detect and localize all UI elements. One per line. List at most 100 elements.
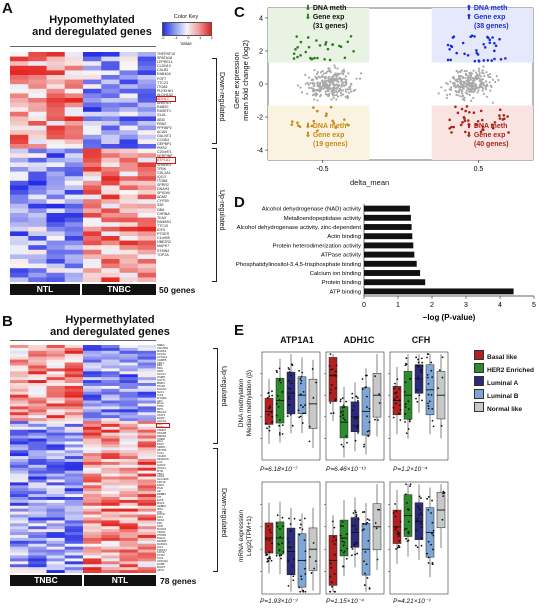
scatter-point	[464, 76, 467, 80]
scatter-point	[308, 76, 311, 79]
scatter-point-highlight	[473, 35, 476, 38]
gene-label: BRCA2	[157, 411, 166, 415]
scatter-point	[350, 83, 353, 86]
quadrant-tl-shade	[268, 8, 370, 63]
scatter-point	[319, 93, 323, 97]
data-point	[404, 403, 407, 405]
data-point	[404, 493, 407, 496]
quadrant-bl-line2: ⬇ Gene exp	[305, 132, 345, 139]
data-point	[416, 546, 419, 549]
scatter-point-highlight	[490, 123, 494, 127]
data-point	[406, 508, 409, 511]
data-point	[430, 361, 433, 364]
scatter-point	[457, 91, 461, 94]
data-point	[299, 590, 302, 593]
gene-label: KIT	[157, 495, 162, 499]
data-point	[407, 530, 410, 533]
data-point	[292, 575, 295, 578]
gene-label: LOX	[157, 460, 163, 464]
data-point	[426, 376, 429, 379]
scatter-point-highlight	[491, 36, 494, 39]
quadrant-br-count: (40 genes)	[474, 141, 509, 148]
scatter-point-highlight	[479, 130, 483, 134]
scatter-point	[346, 95, 350, 98]
data-point	[309, 556, 311, 558]
scatter-point	[336, 72, 340, 75]
scatter-point	[476, 91, 479, 94]
gene-label: NFAT	[157, 370, 164, 374]
data-point	[281, 542, 284, 545]
gene-label: C1orf95	[157, 236, 170, 241]
quadrant-bl-line1: ⬇ DNA meth	[305, 123, 347, 130]
scatter-point	[333, 94, 336, 97]
scatter-point	[326, 88, 329, 91]
scatter-point	[462, 87, 465, 90]
gene-label: ERBB4	[157, 493, 166, 497]
scatter-point	[448, 88, 451, 91]
scatter-point-highlight	[460, 107, 464, 111]
scatter-point	[304, 73, 307, 77]
scatter-point	[343, 84, 346, 87]
heatmap-b-dendrogram	[10, 340, 156, 347]
scatter-point-highlight	[448, 127, 452, 130]
gene-label: CEBPA	[157, 504, 166, 508]
data-point	[442, 490, 445, 493]
panel-c-letter: C	[234, 4, 245, 21]
scatter-point-highlight	[316, 56, 319, 60]
data-point	[276, 514, 279, 517]
scatter-point	[358, 77, 362, 80]
scatter-point-highlight	[461, 121, 464, 124]
quadrant-bl-count: (19 genes)	[313, 141, 348, 148]
scatter-point	[336, 79, 339, 83]
scatter-point-highlight	[298, 125, 302, 129]
scatter-point	[478, 69, 481, 72]
scatter-point-highlight	[498, 117, 502, 120]
data-point	[341, 397, 344, 400]
scatter-point-highlight	[446, 43, 450, 47]
gene-label: SLC39A6	[157, 478, 169, 482]
scatter-point	[482, 92, 485, 95]
gene-label: PDGFB	[157, 431, 167, 435]
scatter-point	[335, 94, 338, 97]
scatter-point	[329, 87, 332, 90]
scatter-point-highlight	[493, 121, 497, 124]
data-point	[308, 440, 311, 443]
data-point	[396, 378, 399, 381]
gene-label: CDKN2A	[157, 560, 168, 564]
data-point	[393, 387, 396, 390]
scatter-point	[488, 81, 491, 84]
scatter-point	[458, 70, 462, 73]
scatter-point	[330, 98, 333, 101]
scatter-point	[477, 89, 480, 92]
scatter-point-highlight	[481, 125, 485, 128]
data-point	[281, 424, 284, 426]
data-point	[265, 553, 268, 555]
gene-label: CFH	[156, 422, 170, 428]
data-point	[303, 567, 306, 570]
scatter-point	[459, 74, 463, 78]
data-point	[329, 368, 332, 371]
quadrant-br-shade	[431, 105, 533, 160]
data-point	[408, 418, 411, 421]
scatter-point	[324, 71, 328, 75]
pval-top-cfh: P=1.2×10⁻⁴	[393, 466, 428, 473]
scatter-point	[467, 76, 470, 80]
color-key-tick: 0	[187, 35, 190, 40]
scatter-point-highlight	[469, 35, 473, 39]
scatter-point	[347, 91, 350, 95]
data-point	[427, 407, 430, 410]
data-point	[431, 499, 433, 502]
scatter-point	[304, 82, 307, 85]
data-point	[431, 419, 434, 422]
data-point	[363, 511, 366, 513]
data-point	[368, 430, 370, 432]
scatter-point	[348, 85, 352, 88]
scatter-point-highlight	[482, 59, 486, 62]
scatter-point-highlight	[296, 121, 299, 125]
gene-label: FZD	[157, 522, 163, 526]
gene-label: HOXA1	[157, 419, 167, 423]
data-point	[267, 525, 269, 528]
gene-label: SOX14	[157, 373, 166, 377]
data-point	[351, 554, 353, 557]
scatter-point-highlight	[291, 120, 294, 123]
